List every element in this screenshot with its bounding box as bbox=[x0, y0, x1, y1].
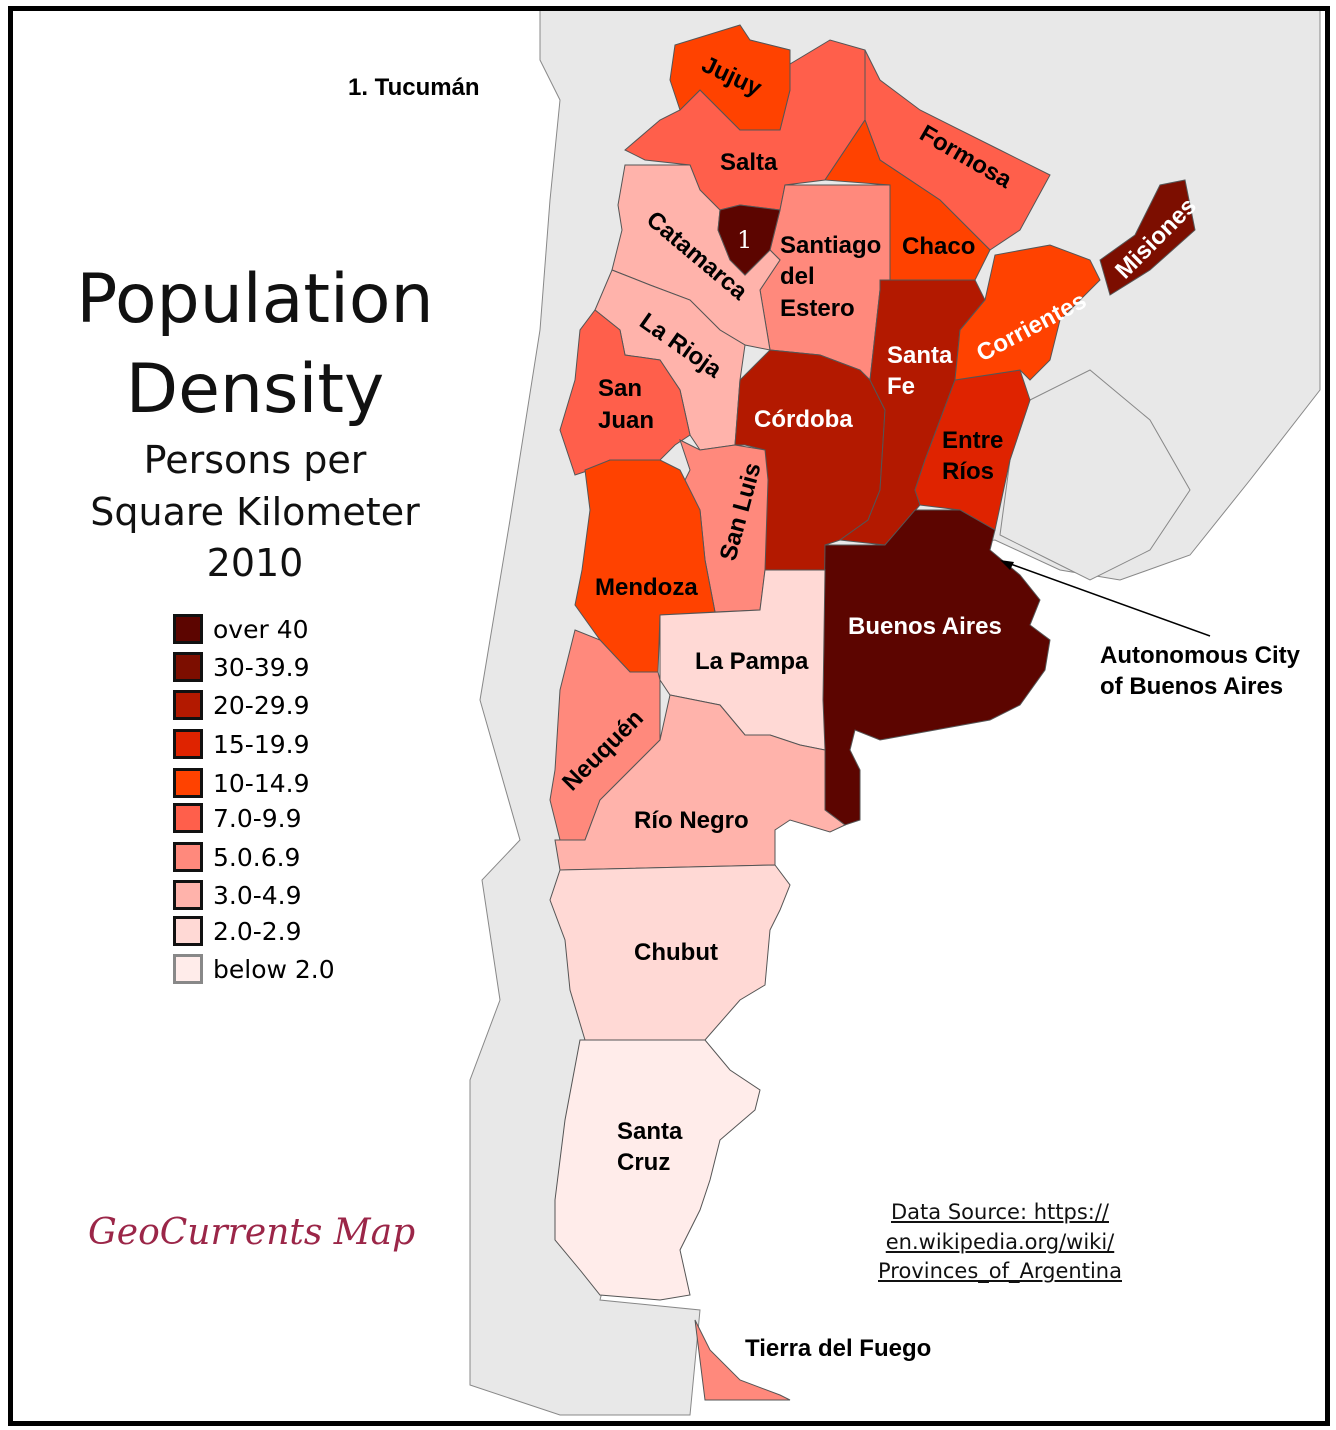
province-chubut bbox=[549, 864, 791, 1046]
legend-swatch bbox=[173, 729, 203, 759]
legend-swatch bbox=[173, 954, 203, 984]
province-buenos-aires bbox=[822, 509, 1051, 826]
legend-label: below 2.0 bbox=[213, 954, 335, 984]
province-jujuy bbox=[669, 24, 791, 131]
label-mendoza: Mendoza bbox=[595, 574, 698, 601]
legend-label: 15-19.9 bbox=[213, 729, 310, 759]
legend-swatch bbox=[173, 690, 203, 720]
label-santa-cruz-2: Cruz bbox=[617, 1149, 670, 1176]
legend-swatch bbox=[173, 880, 203, 910]
label-santa-fe-1: Santa bbox=[887, 342, 953, 369]
label-santiago-2: del bbox=[780, 263, 815, 290]
arrowhead bbox=[1000, 560, 1014, 570]
label-chaco: Chaco bbox=[902, 233, 975, 260]
label-santiago-1: Santiago bbox=[780, 232, 881, 259]
label-entre-rios-2: Ríos bbox=[942, 458, 994, 485]
subtitle-line-1: Persons per bbox=[143, 438, 367, 482]
province-tierra-del-fuego bbox=[694, 1319, 791, 1401]
legend-item: below 2.0 bbox=[173, 954, 335, 984]
label-caba-1: Autonomous City bbox=[1100, 642, 1301, 669]
legend-item: 3.0-4.9 bbox=[173, 880, 302, 910]
legend-label: 30-39.9 bbox=[213, 652, 310, 682]
label-rio-negro: Río Negro bbox=[634, 807, 749, 834]
title-line-1: Population bbox=[76, 260, 434, 339]
province-misiones bbox=[1099, 179, 1196, 296]
legend-item: 5.0.6.9 bbox=[173, 842, 300, 872]
legend-swatch bbox=[173, 842, 203, 872]
label-entre-rios-1: Entre bbox=[942, 427, 1003, 454]
label-buenos-aires: Buenos Aires bbox=[848, 613, 1002, 640]
legend-label: 2.0-2.9 bbox=[213, 916, 302, 946]
label-santa-fe-2: Fe bbox=[887, 373, 915, 400]
province-tucuman bbox=[717, 204, 781, 276]
year: 2010 bbox=[206, 541, 304, 585]
subtitle-line-2: Square Kilometer bbox=[90, 490, 420, 534]
label-tierra-del-fuego: Tierra del Fuego bbox=[745, 1335, 931, 1362]
legend-swatch bbox=[173, 614, 203, 644]
legend-swatch bbox=[173, 768, 203, 798]
legend-swatch bbox=[173, 652, 203, 682]
label-caba-2: of Buenos Aires bbox=[1100, 673, 1283, 700]
inset-note-tucuman: 1. Tucumán bbox=[348, 74, 480, 101]
legend-item: 10-14.9 bbox=[173, 768, 310, 798]
legend-label: 7.0-9.9 bbox=[213, 803, 302, 833]
legend-item: 20-29.9 bbox=[173, 690, 310, 720]
legend-item: 15-19.9 bbox=[173, 729, 310, 759]
legend-label: over 40 bbox=[213, 614, 309, 644]
legend-label: 20-29.9 bbox=[213, 690, 310, 720]
legend-item: 7.0-9.9 bbox=[173, 803, 302, 833]
data-source-line-1[interactable]: Data Source: https:// bbox=[891, 1200, 1109, 1224]
legend-swatch bbox=[173, 916, 203, 946]
label-salta: Salta bbox=[720, 149, 778, 176]
map-frame bbox=[8, 6, 1330, 1426]
legend-label: 3.0-4.9 bbox=[213, 880, 302, 910]
label-cordoba: Córdoba bbox=[754, 406, 853, 433]
province-santa-cruz bbox=[554, 1039, 761, 1301]
legend-label: 10-14.9 bbox=[213, 768, 310, 798]
label-santa-cruz-1: Santa bbox=[617, 1118, 683, 1145]
title-line-2: Density bbox=[125, 350, 385, 429]
label-la-pampa: La Pampa bbox=[695, 648, 809, 675]
province-cordoba bbox=[734, 349, 886, 571]
province-rio-negro bbox=[554, 694, 846, 871]
credit-logo: GeoCurrents Map bbox=[88, 1212, 416, 1253]
label-chubut: Chubut bbox=[634, 939, 718, 966]
legend-item: 30-39.9 bbox=[173, 652, 310, 682]
label-tucuman-marker: 1 bbox=[737, 226, 752, 254]
data-source-line-2[interactable]: en.wikipedia.org/wiki/ bbox=[885, 1229, 1115, 1254]
label-san-juan-1: San bbox=[598, 375, 642, 402]
data-source-line-3[interactable]: Provinces_of_Argentina bbox=[878, 1259, 1122, 1283]
data-source[interactable]: Data Source: https:// en.wikipedia.org/w… bbox=[860, 1198, 1140, 1287]
legend-swatch bbox=[173, 803, 203, 833]
legend-item: 2.0-2.9 bbox=[173, 916, 302, 946]
label-santiago-3: Estero bbox=[780, 295, 855, 322]
legend-item: over 40 bbox=[173, 614, 309, 644]
province-corrientes bbox=[954, 244, 1101, 381]
legend-label: 5.0.6.9 bbox=[213, 842, 301, 872]
label-san-juan-2: Juan bbox=[598, 407, 654, 434]
uruguay-outline bbox=[999, 369, 1191, 581]
caba-pointer-arrow bbox=[1004, 561, 1211, 637]
